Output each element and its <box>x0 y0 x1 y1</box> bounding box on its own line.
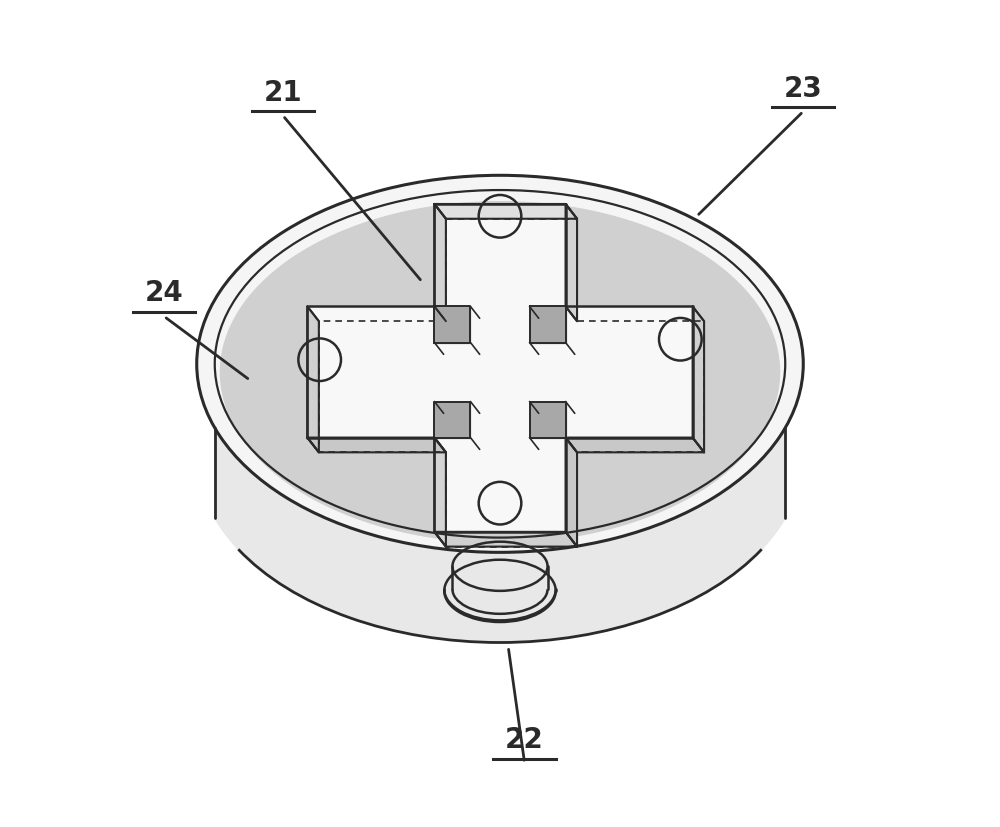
Polygon shape <box>434 307 470 343</box>
Polygon shape <box>566 438 577 547</box>
Polygon shape <box>434 205 446 322</box>
Polygon shape <box>307 205 693 533</box>
Polygon shape <box>693 307 704 453</box>
Text: 23: 23 <box>784 74 823 103</box>
Text: 24: 24 <box>145 279 183 307</box>
Polygon shape <box>566 205 577 322</box>
Polygon shape <box>566 438 704 453</box>
Polygon shape <box>434 205 577 219</box>
Polygon shape <box>197 176 803 552</box>
Text: 22: 22 <box>505 725 544 753</box>
Polygon shape <box>434 438 446 547</box>
Polygon shape <box>530 402 566 438</box>
Polygon shape <box>434 533 577 547</box>
Polygon shape <box>434 402 470 438</box>
Polygon shape <box>307 307 319 453</box>
Polygon shape <box>220 203 780 543</box>
Polygon shape <box>215 428 785 643</box>
Text: 21: 21 <box>263 79 302 107</box>
Polygon shape <box>530 307 566 343</box>
Polygon shape <box>307 438 446 453</box>
